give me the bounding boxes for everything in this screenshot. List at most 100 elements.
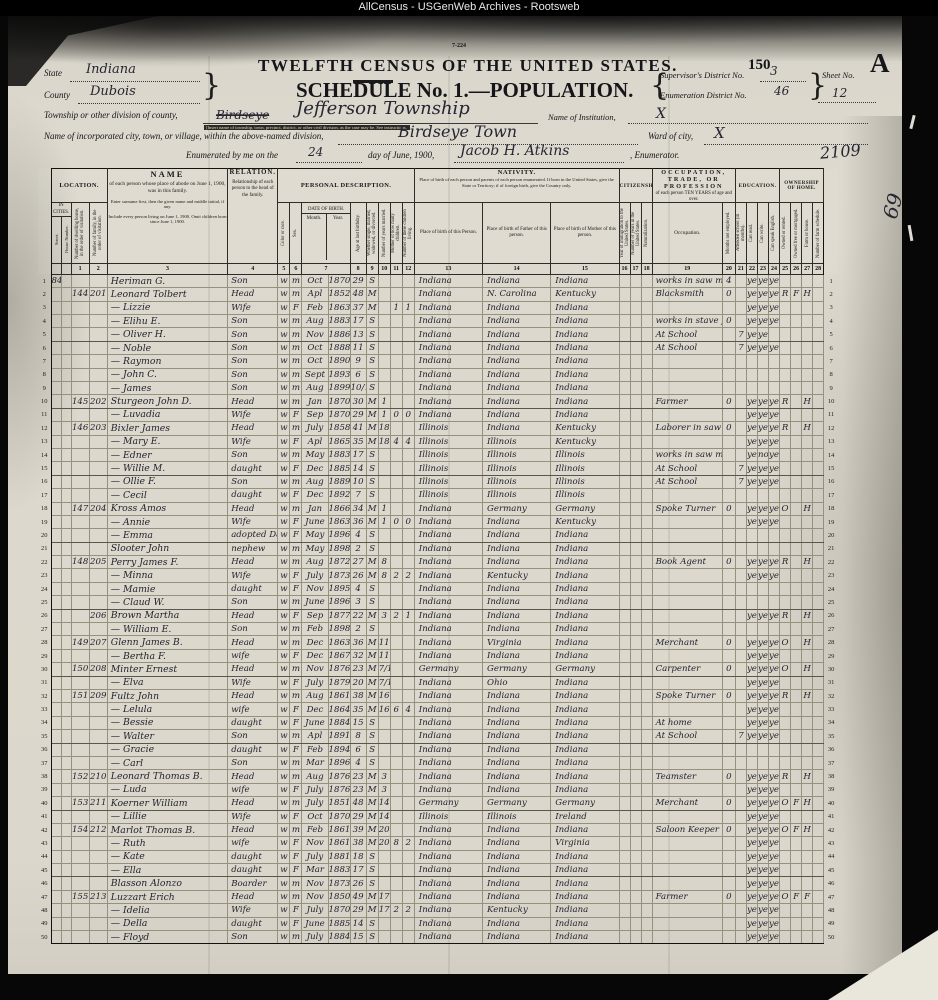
cell-dwelling — [70, 514, 90, 530]
cell-family: 201 — [88, 287, 108, 302]
cell-free_mortgaged — [790, 461, 803, 476]
cell-pob: Indiana — [413, 541, 484, 557]
supervisor-line — [760, 81, 806, 82]
cell-farm_house — [801, 755, 814, 771]
column-number: 27 — [801, 262, 814, 275]
cell-can_speak_english: yes — [767, 688, 781, 704]
cell-sex: m — [289, 755, 303, 771]
cell-can_write — [756, 354, 770, 369]
cell-can_write: yes — [756, 863, 770, 878]
cell-occupation — [651, 595, 723, 610]
cell-years_married — [377, 488, 391, 503]
cell-owned_rented — [779, 461, 792, 476]
cell-street — [50, 555, 62, 570]
cell-street — [50, 300, 62, 316]
cell-pob: Illinois — [413, 447, 484, 463]
line-number-left: 49 — [38, 917, 52, 931]
line-number-right: 45 — [823, 863, 838, 877]
cell-pob_father: Indiana — [482, 849, 552, 865]
cell-farm_schedule — [812, 916, 825, 932]
col-header-family-number: Number of family, in the order of visita… — [88, 202, 108, 264]
cell-naturalization — [640, 314, 653, 329]
cell-age: 20 — [349, 675, 367, 690]
cell-can_read — [745, 541, 758, 557]
cell-owned_rented — [779, 729, 792, 744]
table-row: 16— Ollie F. Son w m Aug 1889 10 S Illinois Illin… — [38, 474, 838, 490]
cell-pob: Indiana — [413, 514, 484, 530]
cell-pob: Indiana — [413, 581, 484, 597]
line-number-left: 23 — [38, 568, 52, 583]
cell-birth_year: 1898 — [327, 622, 351, 637]
cell-free_mortgaged — [790, 354, 803, 369]
cell-relation: Son — [227, 273, 279, 289]
scan-scratch — [907, 224, 914, 242]
line-number-left: 28 — [38, 635, 52, 650]
cell-birth_month: May — [301, 528, 329, 543]
cell-occupation — [651, 608, 723, 624]
cell-occupation: works in stave factory — [651, 314, 723, 329]
cell-birth_month: July — [301, 796, 329, 811]
cell-name: — Raymon — [106, 354, 229, 369]
cell-dwelling — [70, 742, 90, 757]
cell-immigration_year — [618, 889, 631, 905]
cell-months_unemployed — [721, 447, 736, 463]
cell-naturalization — [640, 903, 653, 918]
cell-occupation: At School — [651, 729, 723, 744]
table-row: 47 155 213 Luzzart Erich Head w m Nov 1850 49 M 17 I… — [38, 889, 838, 905]
cell-pob_father: Kentucky — [482, 903, 552, 918]
cell-birth_month: Feb — [301, 742, 329, 757]
cell-house — [60, 340, 72, 356]
cell-children_living — [401, 354, 415, 369]
cell-color: w — [277, 555, 291, 570]
township-footnote: [Insert name of township, town, precinct… — [204, 125, 411, 130]
cell-can_write: yes — [756, 407, 770, 423]
cell-can_write: yes — [756, 421, 770, 436]
table-row: 37— Carl Son w m Mar 1896 4 S Indiana Indiana Indi… — [38, 755, 838, 771]
cell-can_read: yes — [745, 702, 758, 717]
rule-mark — [353, 80, 393, 83]
cell-street: 84 — [50, 273, 62, 289]
cell-pob: Indiana — [413, 729, 484, 744]
cell-free_mortgaged — [790, 568, 803, 583]
cell-pob: Indiana — [413, 849, 484, 865]
line-number-left: 22 — [38, 555, 52, 569]
cell-relation: Son — [227, 367, 279, 383]
cell-pob: Indiana — [413, 327, 484, 342]
cell-street — [50, 903, 62, 918]
line-number-left: 7 — [38, 354, 52, 369]
cell-house — [60, 595, 72, 610]
cell-pob_mother: Indiana — [550, 903, 620, 918]
cell-pob_mother: Indiana — [550, 380, 620, 396]
cell-name: — Cecil — [106, 488, 229, 503]
cell-owned_rented — [779, 474, 792, 490]
cell-dwelling — [70, 488, 90, 503]
cell-pob: Indiana — [413, 715, 484, 731]
cell-house — [60, 876, 72, 891]
cell-pob: Indiana — [413, 314, 484, 329]
brace-glyph — [202, 68, 221, 103]
cell-years_married: 1 — [377, 514, 391, 530]
cell-years_married — [377, 876, 391, 891]
township-value: Jefferson Township — [296, 98, 470, 119]
cell-mother_of — [389, 662, 403, 677]
cell-birth_year: 1870 — [327, 903, 351, 918]
cell-years_married — [377, 380, 391, 396]
sheet-line — [818, 102, 876, 103]
cell-naturalization — [640, 595, 653, 610]
cell-can_speak_english — [767, 541, 781, 557]
cell-color: w — [277, 903, 291, 918]
cell-years_in_us — [629, 528, 642, 543]
cell-can_speak_english: yes — [767, 822, 781, 838]
line-number-right: 34 — [823, 716, 838, 730]
cell-farm_schedule — [812, 729, 825, 744]
table-row: 14— Edner Son w m May 1883 17 S Illinois Illinois… — [38, 447, 838, 463]
cell-relation: Son — [227, 447, 279, 463]
col-header-pob: Place of birth of this Person. — [413, 202, 484, 264]
line-number-left: 5 — [38, 327, 52, 342]
cell-pob_mother: Indiana — [550, 755, 620, 771]
cell-can_speak_english: yes — [767, 635, 781, 650]
cell-can_speak_english: yes — [767, 434, 781, 449]
cell-family — [88, 595, 108, 610]
cell-marital: M — [365, 796, 379, 811]
cell-farm_house — [801, 849, 814, 865]
